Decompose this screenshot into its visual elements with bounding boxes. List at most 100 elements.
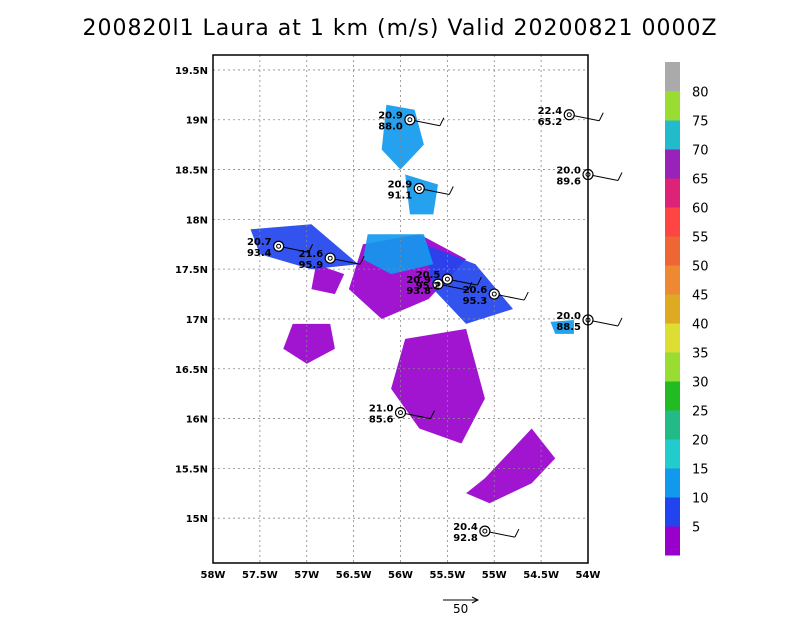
wind-barb-flag [617,172,623,181]
colorbar-label: 75 [692,114,709,129]
station-marker-inner [276,243,282,249]
colorbar-label: 20 [692,433,709,448]
obs-pressure: 88.5 [556,322,581,333]
colorbar-segment [665,497,680,527]
obs-pressure: 65.2 [538,117,563,128]
obs-temperature: 20.4 [453,522,478,533]
colorbar-label: 5 [692,520,700,535]
obs-temperature: 21.6 [299,249,324,260]
station-marker-inner [566,112,572,118]
station-marker [563,109,575,121]
obs-pressure: 95.2 [416,281,441,292]
wind-barb-flag [439,117,445,126]
wind-barb-flag [523,291,529,301]
colorbar-label: 25 [692,404,709,419]
observation-layer: 20.988.020.991.122.465.220.089.620.793.4… [247,106,623,544]
station-marker [479,525,491,537]
x-tick-label: 54.5W [523,570,559,581]
colorbar-label: 40 [692,317,709,332]
obs-temperature: 20.9 [406,275,431,286]
station-marker [413,182,425,195]
obs-pressure: 95.3 [463,296,488,307]
reference-arrow-head [471,596,480,604]
y-tick-label: 15.5N [175,464,208,475]
colorbar-label: 15 [692,462,709,477]
obs-temperature: 20.0 [556,166,581,177]
reference-vector: 50 [443,596,480,616]
y-tick-label: 16.5N [175,365,208,376]
colorbar-segment [665,526,680,556]
x-tick-label: 56W [388,570,413,581]
y-tick-label: 19.5N [175,66,208,77]
wind-patch [311,264,345,295]
y-tick-label: 17N [186,315,208,326]
wind-barb-flag [617,317,623,327]
x-tick-label: 57.5W [242,570,278,581]
y-tick-label: 19N [186,116,208,127]
colorbar-segment [665,91,680,121]
colorbar-label: 45 [692,288,709,303]
obs-pressure: 95.9 [299,260,324,271]
station-marker [488,288,500,300]
colorbar-segment [665,352,680,382]
plot-frame [212,54,589,564]
colorbar-label: 10 [692,491,709,506]
y-tick-label: 17.5N [175,265,208,276]
colorbar-segment [665,178,680,208]
y-tick-label: 18N [186,215,208,226]
x-tick-label: 54W [576,570,601,581]
obs-pressure: 93.8 [406,286,431,297]
station-marker-inner [444,276,450,282]
colorbar-segment [665,265,680,295]
wind-patch [391,328,485,444]
obs-pressure: 85.6 [369,415,394,426]
obs-temperature: 20.7 [247,237,272,248]
obs-pressure: 91.1 [388,190,413,201]
colorbar-segment [665,381,680,411]
colorbar: 5 10 15 20 25 30 35 40 45 50 55 60 65 70 75 80 [665,62,709,556]
obs-temperature: 20.6 [463,285,488,296]
x-tick-label: 58W [201,570,226,581]
colorbar-label: 55 [692,230,709,245]
colorbar-segment [665,120,680,150]
colorbar-label: 70 [692,143,709,158]
colorbar-segment [665,207,680,237]
colorbar-label: 65 [692,172,709,187]
obs-temperature: 20.9 [378,111,403,122]
colorbar-label: 35 [692,346,709,361]
y-tick-label: 16N [186,415,208,426]
wind-barb-flag [359,255,365,265]
obs-temperature: 21.0 [369,404,394,415]
colorbar-segment [665,468,680,498]
colorbar-label: 50 [692,259,709,274]
colorbar-segment [665,149,680,179]
x-tick-label: 55W [482,570,507,581]
obs-temperature: 22.4 [538,106,563,117]
colorbar-segment [665,439,680,469]
chart-title: 200820l1 Laura at 1 km (m/s) Valid 20200… [82,16,718,41]
station-marker-inner [407,117,413,123]
colorbar-segment [665,294,680,324]
station-marker-inner [416,185,422,191]
obs-pressure: 93.4 [247,248,272,259]
wind-patch [283,323,335,364]
station-marker-inner [482,528,488,534]
wind-patch [423,244,513,324]
obs-temperature: 20.9 [388,179,413,190]
wind-barb-flag [514,528,520,538]
y-tick-label: 18.5N [175,166,208,177]
obs-pressure: 92.8 [453,533,478,544]
wind-barb-flag [308,244,314,253]
station-marker [324,252,336,264]
wind-patch [466,428,556,504]
obs-pressure: 89.6 [556,177,581,188]
wind-speed-field [250,104,574,504]
wind-barb-flag [476,276,482,286]
station-marker [441,273,453,285]
wind-patch [550,320,574,334]
colorbar-segment [665,410,680,440]
station-marker [273,240,285,252]
wind-patch [363,234,434,275]
colorbar-segment [665,62,680,91]
